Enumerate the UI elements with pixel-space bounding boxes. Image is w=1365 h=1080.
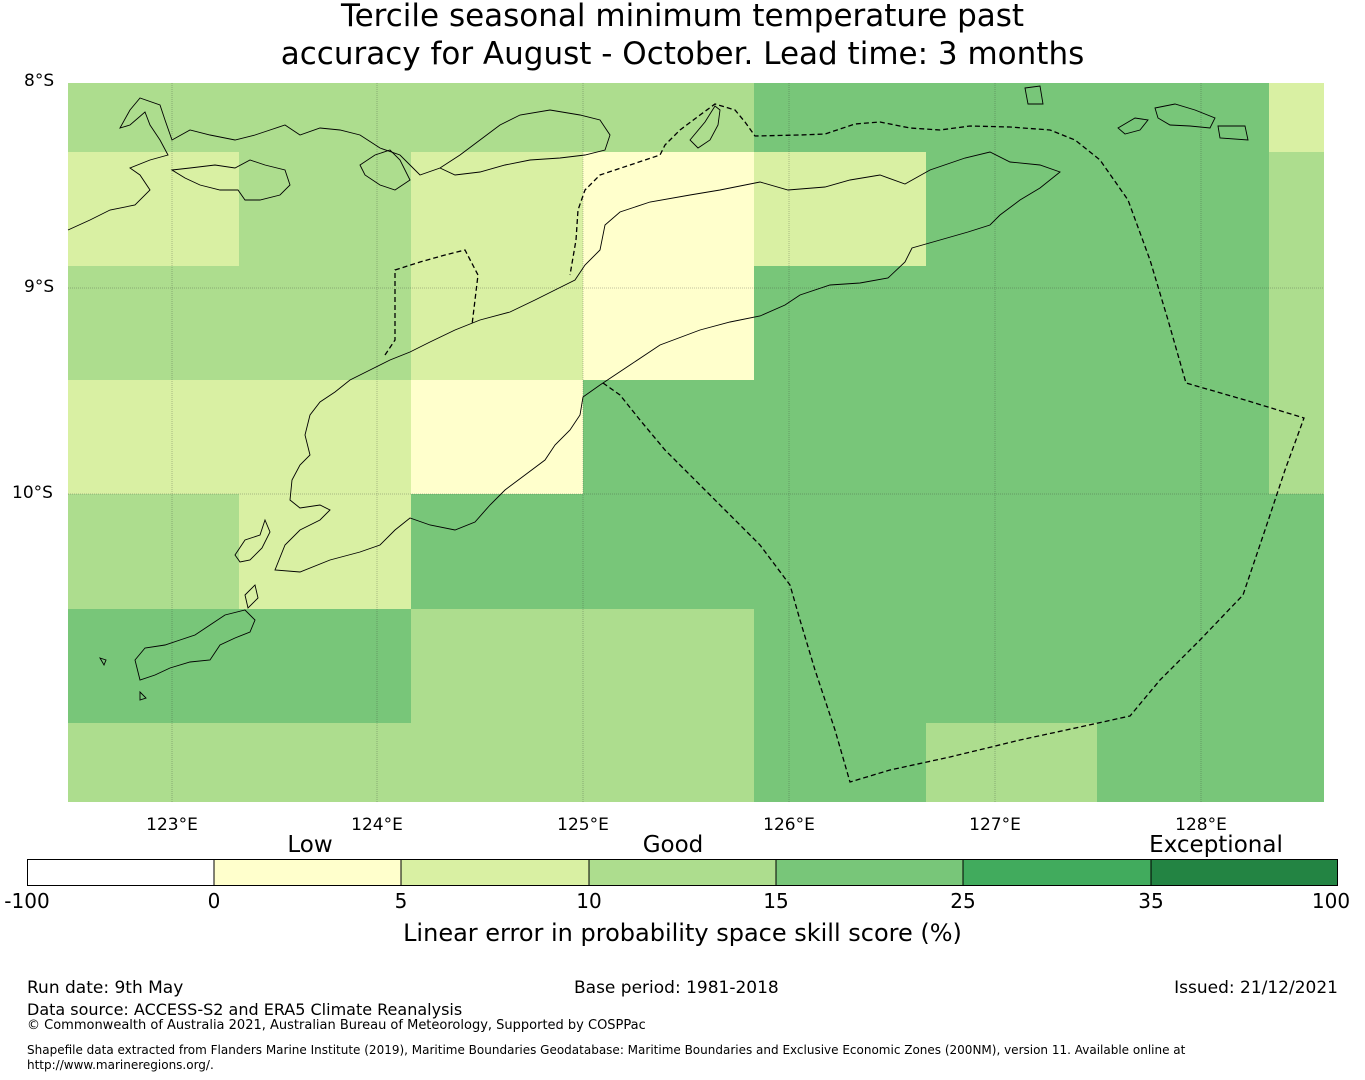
colorbar-tick-0: 0	[207, 889, 221, 913]
lon-label-127e: 127°E	[969, 815, 1021, 835]
colorbar-tick-15: 15	[763, 889, 789, 913]
colorbar-tick-10: 10	[576, 889, 602, 913]
grid-cell	[926, 723, 1097, 802]
issued-date: Issued: 21/12/2021	[1174, 978, 1338, 998]
colorbar-tick-neg100: -100	[4, 889, 50, 913]
eez-boundary	[384, 103, 1305, 783]
run-date: Run date: 9th May	[27, 978, 184, 998]
grid-cell	[239, 152, 411, 266]
lat-label-9s: 9°S	[24, 277, 55, 297]
colorbar-bin-35-100	[1151, 859, 1338, 886]
data-source: Data source: ACCESS-S2 and ERA5 Climate …	[27, 1000, 463, 1019]
lat-label-8s: 8°S	[24, 71, 55, 91]
marineregions-url[interactable]: http://www.marineregions.org/.	[27, 1058, 214, 1072]
shapefile-credit: Shapefile data extracted from Flanders M…	[27, 1043, 1186, 1057]
grid-cell	[411, 609, 754, 723]
map-title-line2: accuracy for August - October. Lead time…	[280, 36, 1085, 72]
category-label-good: Good	[642, 832, 704, 858]
category-label-exceptional: Exceptional	[1149, 832, 1283, 858]
grid-cell	[411, 380, 583, 494]
colorbar-bin-25-35	[963, 859, 1151, 886]
colorbar-tick-25: 25	[950, 889, 976, 913]
grid-cell	[68, 494, 239, 609]
lon-label-124e: 124°E	[351, 815, 403, 835]
grid-cell	[68, 609, 411, 723]
lon-label-123e: 123°E	[146, 815, 198, 835]
copyright: © Commonwealth of Australia 2021, Austra…	[27, 1018, 646, 1033]
grid-cell	[68, 83, 754, 152]
grid-cell	[926, 152, 1269, 266]
grid-cell	[583, 152, 754, 266]
colorbar-tick-5: 5	[394, 889, 408, 913]
lon-label-125e: 125°E	[557, 815, 609, 835]
grid-cell	[411, 152, 583, 266]
grid-cell	[583, 380, 1269, 494]
grid-cell	[1269, 83, 1324, 152]
grid-cell	[68, 266, 411, 380]
graticule	[68, 83, 1324, 802]
grid-cell	[411, 266, 583, 380]
grid-cell	[1269, 380, 1324, 494]
base-period: Base period: 1981-2018	[574, 978, 779, 998]
colorbar-tick-35: 35	[1138, 889, 1164, 913]
colorbar-bin-15-25	[776, 859, 963, 886]
grid-cell	[239, 494, 411, 609]
category-label-low: Low	[287, 832, 333, 858]
colorbar	[27, 859, 1338, 886]
lon-label-128e: 128°E	[1175, 815, 1227, 835]
colorbar-tick-100: 100	[1311, 889, 1351, 913]
grid-cell	[1269, 152, 1324, 266]
grid-cell	[754, 152, 926, 266]
grid-cell	[754, 609, 1324, 723]
colorbar-bin-10-15	[589, 859, 776, 886]
grid-cell	[68, 152, 239, 266]
skill-grid	[68, 83, 1324, 802]
grid-cell	[583, 266, 754, 380]
grid-cell	[68, 723, 754, 802]
grid-cell	[68, 380, 411, 494]
grid-cell	[754, 83, 1269, 152]
lat-label-10s: 10°S	[12, 483, 53, 503]
skill-score-map	[67, 83, 1324, 802]
grid-cell	[1269, 266, 1324, 380]
map-title-line1: Tercile seasonal minimum temperature pas…	[340, 0, 1025, 34]
colorbar-caption: Linear error in probability space skill …	[403, 919, 962, 947]
colorbar-bin-5-10	[401, 859, 589, 886]
grid-cell	[411, 494, 1324, 609]
grid-cell	[1097, 723, 1324, 802]
colorbar-bin-neg100-0	[27, 859, 214, 886]
grid-cell	[754, 266, 1269, 380]
colorbar-bin-0-5	[214, 859, 401, 886]
coastlines	[67, 85, 1249, 701]
grid-cell	[754, 723, 926, 802]
lon-label-126e: 126°E	[763, 815, 815, 835]
